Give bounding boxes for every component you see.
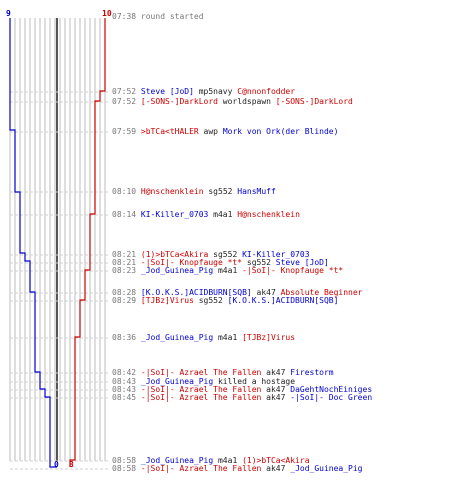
log-text: killed a hostage bbox=[213, 377, 296, 386]
blue-player: DaGehtNochEiniges bbox=[290, 385, 373, 394]
blue-player: _Jod_Guinea_Pig bbox=[140, 333, 214, 342]
log-entry: 07:38 round started bbox=[112, 12, 204, 21]
red-player: [-SONS-]DarkLord bbox=[275, 97, 353, 106]
blue-player: Firestorm bbox=[290, 368, 334, 377]
log-time: 08:10 bbox=[112, 187, 137, 196]
log-time: 08:28 bbox=[112, 288, 137, 297]
red-player: -|SoI|- Azrael The Fallen bbox=[140, 464, 262, 473]
log-entry: 07:59 >bTCa<tHALER awp Mork von Ork(der … bbox=[112, 127, 338, 136]
log-entry: 08:36 _Jod_Guinea_Pig m4a1 [TJBz]Virus bbox=[112, 333, 295, 342]
blue-player: Steve [JoD] bbox=[275, 258, 329, 267]
log-entry: 08:43 _Jod_Guinea_Pig killed a hostage bbox=[112, 377, 295, 386]
red-player: -|SoI|- Knopfauge *t* bbox=[242, 266, 344, 275]
log-time: 07:52 bbox=[112, 87, 137, 96]
blue-player: _Jod_Guinea_Pig bbox=[290, 464, 363, 473]
log-entry: 08:58 -|SoI|- Azrael The Fallen ak47 _Jo… bbox=[112, 464, 363, 473]
red-player: C@nnonfodder bbox=[237, 87, 296, 96]
log-time: 08:43 bbox=[112, 385, 137, 394]
log-time: 08:42 bbox=[112, 368, 137, 377]
red-start-score: 10 bbox=[102, 9, 112, 18]
log-entry: 08:28 [K.O.K.S.]ACIDBURN[SQB] ak47 Absol… bbox=[112, 288, 363, 297]
log-time: 07:59 bbox=[112, 127, 137, 136]
log-text: mp5navy bbox=[193, 87, 238, 96]
red-player: -|SoI|- Azrael The Fallen bbox=[140, 368, 262, 377]
log-entry: 08:43 -|SoI|- Azrael The Fallen ak47 DaG… bbox=[112, 385, 372, 394]
red-end-score: 3 bbox=[69, 460, 74, 469]
blue-player: -|SoI|- Doc Green bbox=[290, 393, 373, 402]
blue-player: [K.O.K.S.]ACIDBURN[SQB] bbox=[140, 288, 252, 297]
log-text: m4a1 bbox=[208, 210, 238, 219]
log-entry: 08:21 -|SoI|- Knopfauge *t* sg552 Steve … bbox=[112, 258, 329, 267]
red-player: H@nschenklein bbox=[237, 210, 300, 219]
log-text: ak47 bbox=[261, 464, 291, 473]
red-player: [-SONS-]DarkLord bbox=[140, 97, 218, 106]
red-player: -|SoI|- Azrael The Fallen bbox=[140, 385, 262, 394]
blue-player: KI-Killer_0703 bbox=[140, 210, 209, 219]
red-player: Absolute Beginner bbox=[280, 288, 363, 297]
log-text: worldspawn bbox=[217, 97, 276, 106]
blue-player: HansMuff bbox=[237, 187, 276, 196]
log-text: m4a1 bbox=[213, 333, 243, 342]
blue-player: KI-Killer_0703 bbox=[242, 250, 310, 259]
blue-player: Steve [JoD] bbox=[140, 87, 194, 96]
red-player: -|SoI|- Azrael The Fallen bbox=[140, 393, 262, 402]
log-time: 08:58 bbox=[112, 464, 137, 473]
blue-player: [K.O.K.S.]ACIDBURN[SQB] bbox=[227, 296, 339, 305]
log-entry: 07:52 Steve [JoD] mp5navy C@nnonfodder bbox=[112, 87, 295, 96]
red-player: >bTCa<tHALER bbox=[140, 127, 199, 136]
blue-player: _Jod_Guinea_Pig bbox=[140, 266, 214, 275]
log-time: 08:21 bbox=[112, 258, 137, 267]
log-entry: 08:10 H@nschenklein sg552 HansMuff bbox=[112, 187, 276, 196]
blue-player: Mork von Ork(der Blinde) bbox=[222, 127, 339, 136]
log-text: m4a1 bbox=[213, 266, 243, 275]
log-time: 08:14 bbox=[112, 210, 137, 219]
log-entry: 08:21 (1)>bTCa<Akira sg552 KI-Killer_070… bbox=[112, 250, 310, 259]
blue-team-line bbox=[9, 18, 57, 468]
log-time: 08:36 bbox=[112, 333, 137, 342]
log-text: ak47 bbox=[261, 393, 291, 402]
log-time: 08:21 bbox=[112, 250, 137, 259]
log-time: 08:29 bbox=[112, 296, 137, 305]
log-time: 07:52 bbox=[112, 97, 137, 106]
log-entry: 07:52 [-SONS-]DarkLord worldspawn [-SONS… bbox=[112, 97, 353, 106]
red-player: [TJBz]Virus bbox=[242, 333, 296, 342]
red-team-line bbox=[69, 18, 106, 467]
log-text: ak47 bbox=[261, 385, 291, 394]
log-text: ak47 bbox=[251, 288, 281, 297]
log-text: sg552 bbox=[242, 258, 276, 267]
log-text: sg552 bbox=[193, 296, 228, 305]
log-text: awp bbox=[198, 127, 223, 136]
log-time: 07:38 bbox=[112, 12, 137, 21]
red-player: (1)>bTCa<Akira bbox=[140, 250, 209, 259]
log-entry: 08:58 _Jod_Guinea_Pig m4a1 (1)>bTCa<Akir… bbox=[112, 456, 310, 465]
log-entry: 08:45 -|SoI|- Azrael The Fallen ak47 -|S… bbox=[112, 393, 372, 402]
red-player: [TJBz]Virus bbox=[140, 296, 194, 305]
log-entry: 08:23 _Jod_Guinea_Pig m4a1 -|SoI|- Knopf… bbox=[112, 266, 343, 275]
log-entry: 08:14 KI-Killer_0703 m4a1 H@nschenklein bbox=[112, 210, 300, 219]
log-time: 08:45 bbox=[112, 393, 137, 402]
blue-start-score: 9 bbox=[6, 9, 11, 18]
log-entry: 08:29 [TJBz]Virus sg552 [K.O.K.S.]ACIDBU… bbox=[112, 296, 338, 305]
log-text: ak47 bbox=[261, 368, 291, 377]
blue-player: _Jod_Guinea_Pig bbox=[140, 456, 214, 465]
log-text: sg552 bbox=[208, 250, 243, 259]
log-text: m4a1 bbox=[213, 456, 243, 465]
log-text: round started bbox=[140, 12, 204, 21]
log-text: sg552 bbox=[203, 187, 238, 196]
blue-end-score: 0 bbox=[54, 460, 59, 469]
red-player: (1)>bTCa<Akira bbox=[242, 456, 310, 465]
red-player: -|SoI|- Knopfauge *t* bbox=[140, 258, 243, 267]
log-time: 08:58 bbox=[112, 456, 137, 465]
log-time: 08:43 bbox=[112, 377, 137, 386]
log-entry: 08:42 -|SoI|- Azrael The Fallen ak47 Fir… bbox=[112, 368, 334, 377]
red-player: H@nschenklein bbox=[140, 187, 204, 196]
blue-player: _Jod_Guinea_Pig bbox=[140, 377, 214, 386]
log-time: 08:23 bbox=[112, 266, 137, 275]
